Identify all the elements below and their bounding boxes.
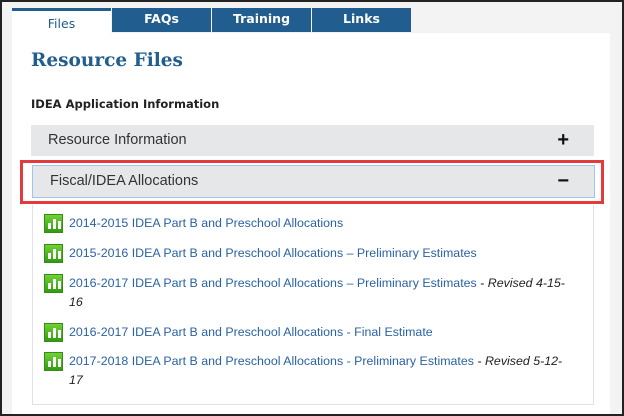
chart-file-icon xyxy=(44,323,63,342)
tab-training[interactable]: Training xyxy=(212,8,311,32)
plus-icon[interactable]: + xyxy=(557,129,569,151)
tab-faqs[interactable]: FAQs xyxy=(112,8,211,32)
accordion-resource-information[interactable]: Resource Information + xyxy=(31,125,594,156)
content-panel xyxy=(12,33,610,414)
list-item: 2015-2016 IDEA Part B and Preschool Allo… xyxy=(44,244,569,263)
chart-file-icon xyxy=(44,244,63,263)
tab-links[interactable]: Links xyxy=(312,8,411,32)
minus-icon[interactable]: − xyxy=(557,170,569,192)
file-link[interactable]: 2016-2017 IDEA Part B and Preschool Allo… xyxy=(69,325,433,339)
section-title: IDEA Application Information xyxy=(31,97,220,111)
chart-file-icon xyxy=(44,274,63,293)
tab-bar: Files FAQs Training Links xyxy=(12,8,412,34)
file-link[interactable]: 2017-2018 IDEA Part B and Preschool Allo… xyxy=(69,354,474,368)
list-item: 2016-2017 IDEA Part B and Preschool Allo… xyxy=(44,274,569,312)
revised-note: Revised 5-12-17 xyxy=(69,354,563,387)
file-link[interactable]: 2015-2016 IDEA Part B and Preschool Allo… xyxy=(69,246,477,260)
accordion-fiscal-idea-allocations[interactable]: Fiscal/IDEA Allocations − xyxy=(32,165,595,198)
list-item: 2014-2015 IDEA Part B and Preschool Allo… xyxy=(44,214,569,233)
tab-files[interactable]: Files xyxy=(12,8,111,34)
accordion-label: Fiscal/IDEA Allocations xyxy=(50,173,199,189)
list-item: 2016-2017 IDEA Part B and Preschool Allo… xyxy=(44,323,569,342)
file-link[interactable]: 2014-2015 IDEA Part B and Preschool Allo… xyxy=(69,216,344,230)
file-list: 2014-2015 IDEA Part B and Preschool Allo… xyxy=(32,205,594,405)
page-title: Resource Files xyxy=(31,50,183,71)
accordion-label: Resource Information xyxy=(48,132,187,148)
revised-note: Revised 4-15-16 xyxy=(69,276,565,309)
separator: - xyxy=(473,354,485,368)
file-link[interactable]: 2016-2017 IDEA Part B and Preschool Allo… xyxy=(69,276,477,290)
separator: - xyxy=(476,276,488,290)
list-item: 2017-2018 IDEA Part B and Preschool Allo… xyxy=(44,352,569,390)
chart-file-icon xyxy=(44,352,63,371)
highlight-box xyxy=(20,160,604,204)
chart-file-icon xyxy=(44,214,63,233)
